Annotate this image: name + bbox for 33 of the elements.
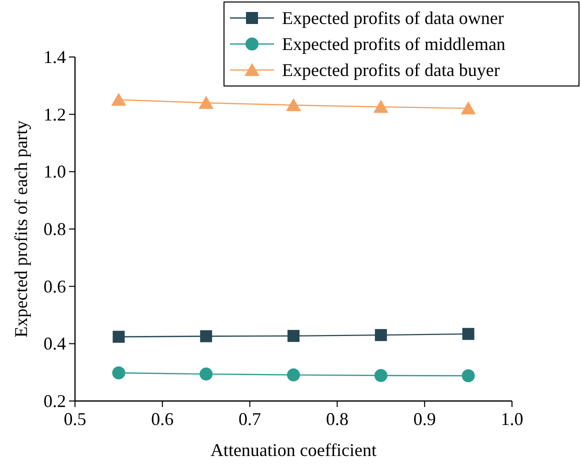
x-tick-label: 0.9: [413, 409, 436, 429]
y-axis-title: Expected profits of each party: [11, 120, 31, 338]
point: [287, 368, 300, 382]
x-tick-label: 0.8: [326, 409, 348, 429]
point: [198, 96, 214, 109]
legend-label: Expected profits of middleman: [282, 34, 506, 54]
x-axis-title: Attenuation coefficient: [210, 440, 377, 460]
x-tick-label: 0.5: [64, 409, 86, 429]
point: [286, 98, 301, 112]
point: [288, 330, 300, 342]
point: [111, 92, 126, 106]
point: [112, 330, 125, 343]
point: [200, 368, 213, 381]
point: [374, 368, 388, 382]
y-tick-label: 0.2: [44, 391, 66, 411]
y-tick-label: 0.8: [44, 219, 66, 239]
y-tick-label: 1.0: [44, 162, 66, 182]
y-tick-label: 1.4: [44, 47, 66, 67]
point: [374, 329, 387, 342]
x-tick-label: 1.0: [500, 409, 524, 429]
y-tick-label: 0.4: [44, 334, 66, 354]
x-tick-label: 0.6: [151, 409, 174, 429]
point: [462, 328, 474, 340]
y-tick-label: 0.6: [44, 276, 66, 296]
legend-label: Expected profits of data owner: [282, 8, 504, 28]
legend-label: Expected profits of data buyer: [282, 60, 500, 80]
point: [460, 101, 476, 114]
point: [112, 366, 126, 380]
x-tick-label: 0.7: [238, 409, 262, 429]
point: [373, 100, 388, 113]
y-tick-label: 1.2: [44, 104, 66, 124]
point: [200, 330, 212, 342]
point: [462, 369, 475, 382]
